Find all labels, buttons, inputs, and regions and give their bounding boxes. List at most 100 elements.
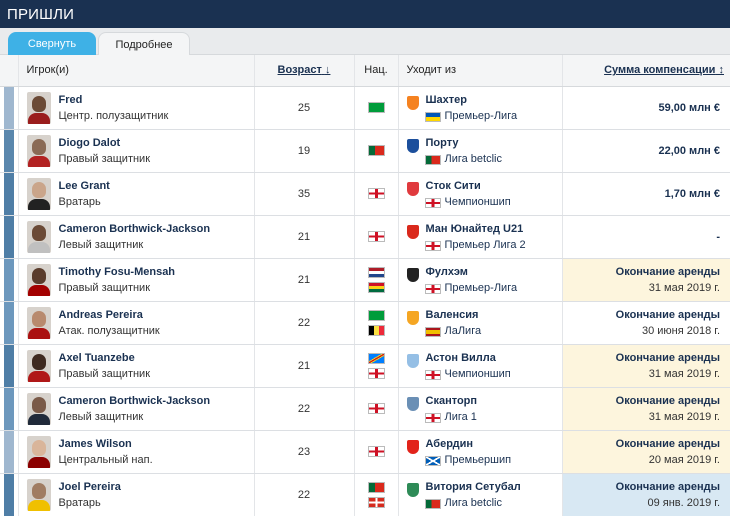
league-name-link[interactable]: Чемпионшип (444, 367, 511, 380)
fee-link[interactable]: 1,70 млн € (664, 187, 720, 200)
player-age: 22 (253, 387, 354, 431)
loan-end-date: 31 мая 2019 г. (648, 367, 720, 380)
club-name-link[interactable]: Витория Сетубал (425, 480, 521, 493)
scunthorpe-crest-icon[interactable] (406, 396, 419, 411)
sort-fee-link[interactable]: Сумма компенсации ↕ (604, 64, 724, 77)
league-name-link[interactable]: Премьершип (444, 453, 512, 466)
stoke-crest-icon[interactable] (406, 181, 419, 196)
fee-cell: 22,00 млн € (561, 129, 730, 173)
club-name-link[interactable]: Порту (425, 136, 459, 149)
player-name-link[interactable]: Fred (58, 93, 83, 106)
nationality-cell (353, 430, 398, 474)
header-age[interactable]: Возраст ↓ (253, 55, 354, 87)
player-avatar[interactable] (26, 349, 51, 382)
fee-link[interactable]: Окончание аренды (615, 265, 720, 278)
vitoria-setubal-crest-icon[interactable] (406, 482, 419, 497)
player-name-link[interactable]: Lee Grant (58, 179, 110, 192)
player-cell: Axel Tuanzebe Правый защитник (17, 344, 254, 388)
player-position: Правый защитник (58, 281, 151, 294)
from-club-cell: Сток Сити Чемпионшип (397, 172, 562, 216)
fee-cell: Окончание аренды 31 мая 2019 г. (561, 258, 730, 302)
flag-ghana-icon (367, 281, 385, 293)
player-cell: Lee Grant Вратарь (17, 172, 254, 216)
player-name-link[interactable]: Cameron Borthwick-Jackson (58, 222, 211, 235)
nationality-cell (353, 387, 398, 431)
league-name-link[interactable]: Премьер-Лига (444, 109, 518, 122)
player-avatar[interactable] (26, 177, 51, 210)
club-name-link[interactable]: Астон Вилла (425, 351, 496, 364)
valencia-crest-icon[interactable] (406, 310, 419, 325)
fee-link[interactable]: Окончание аренды (615, 308, 720, 321)
flag-england-icon (424, 412, 441, 423)
aberdeen-crest-icon[interactable] (406, 439, 419, 454)
club-name-link[interactable]: Ман Юнайтед U21 (425, 222, 524, 235)
fulham-crest-icon[interactable] (406, 267, 419, 282)
club-name-link[interactable]: Сканторп (425, 394, 478, 407)
header-fee[interactable]: Сумма компенсации ↕ (561, 55, 730, 87)
player-age: 19 (253, 129, 354, 173)
club-name-link[interactable]: Шахтер (425, 93, 468, 106)
flag-england-icon (424, 197, 441, 208)
row-stripe (0, 215, 18, 259)
club-name-link[interactable]: Абердин (425, 437, 474, 450)
from-club-cell: Абердин Премьершип (397, 430, 562, 474)
league-name-link[interactable]: Чемпионшип (444, 195, 511, 208)
player-name-link[interactable]: Axel Tuanzebe (58, 351, 135, 364)
fee-cell: Окончание аренды 31 мая 2019 г. (561, 387, 730, 431)
from-club-cell: Ман Юнайтед U21 Премьер Лига 2 (397, 215, 562, 259)
fee-cell: Окончание аренды 30 июня 2018 г. (561, 301, 730, 345)
player-avatar[interactable] (26, 478, 51, 511)
player-avatar[interactable] (26, 220, 51, 253)
player-avatar[interactable] (26, 306, 51, 339)
player-avatar[interactable] (26, 134, 51, 167)
sort-age-link[interactable]: Возраст ↓ (277, 64, 331, 77)
fee-link[interactable]: Окончание аренды (615, 480, 720, 493)
league-name-link[interactable]: Премьер Лига 2 (444, 238, 526, 251)
player-age: 21 (253, 344, 354, 388)
player-name-link[interactable]: Cameron Borthwick-Jackson (58, 394, 211, 407)
shakhtar-crest-icon[interactable] (406, 95, 419, 110)
player-avatar[interactable] (26, 263, 51, 296)
fee-link[interactable]: 59,00 млн € (658, 101, 720, 114)
table-row: Fred Центр. полузащитник 25 Шахтер Премь… (0, 86, 730, 130)
player-avatar[interactable] (26, 91, 51, 124)
flag-scotland-icon (424, 455, 441, 466)
fee-link[interactable]: 22,00 млн € (658, 144, 720, 157)
player-position: Правый защитник (58, 367, 151, 380)
tab-collapse[interactable]: Свернуть (8, 32, 96, 55)
fee-link[interactable]: Окончание аренды (615, 351, 720, 364)
section-title: Пришли (7, 6, 75, 23)
league-name-link[interactable]: Лига 1 (444, 410, 477, 423)
fee-link[interactable]: - (716, 230, 720, 243)
player-name-link[interactable]: Andreas Pereira (58, 308, 143, 321)
flag-england-icon (424, 283, 441, 294)
club-name-link[interactable]: Валенсия (425, 308, 479, 321)
player-name-link[interactable]: Diogo Dalot (58, 136, 121, 149)
club-name-link[interactable]: Фулхэм (425, 265, 468, 278)
porto-crest-icon[interactable] (406, 138, 419, 153)
league-name-link[interactable]: Премьер-Лига (444, 281, 518, 294)
player-name-link[interactable]: Timothy Fosu-Mensah (58, 265, 176, 278)
club-name-link[interactable]: Сток Сити (425, 179, 481, 192)
fee-link[interactable]: Окончание аренды (615, 437, 720, 450)
tab-details[interactable]: Подробнее (98, 32, 190, 55)
player-name-link[interactable]: Joel Pereira (58, 480, 121, 493)
man-utd-crest-icon[interactable] (406, 224, 419, 239)
league-name-link[interactable]: ЛаЛига (444, 324, 482, 337)
player-name-link[interactable]: James Wilson (58, 437, 132, 450)
aston-villa-crest-icon[interactable] (406, 353, 419, 368)
fee-link[interactable]: Окончание аренды (615, 394, 720, 407)
table-row: Andreas Pereira Атак. полузащитник 22 Ва… (0, 301, 730, 345)
league-name-link[interactable]: Лига betclic (444, 496, 503, 509)
player-avatar[interactable] (26, 392, 51, 425)
flag-ukraine-icon (424, 111, 441, 122)
flag-portugal-icon (367, 481, 385, 493)
player-avatar[interactable] (26, 435, 51, 468)
row-stripe (0, 344, 18, 388)
table-row: Cameron Borthwick-Jackson Левый защитник… (0, 215, 730, 259)
from-club-cell: Сканторп Лига 1 (397, 387, 562, 431)
header-spacer (0, 55, 18, 87)
flag-switzerland-icon (367, 496, 385, 508)
table-row: James Wilson Центральный нап. 23 Абердин… (0, 430, 730, 474)
league-name-link[interactable]: Лига betclic (444, 152, 503, 165)
